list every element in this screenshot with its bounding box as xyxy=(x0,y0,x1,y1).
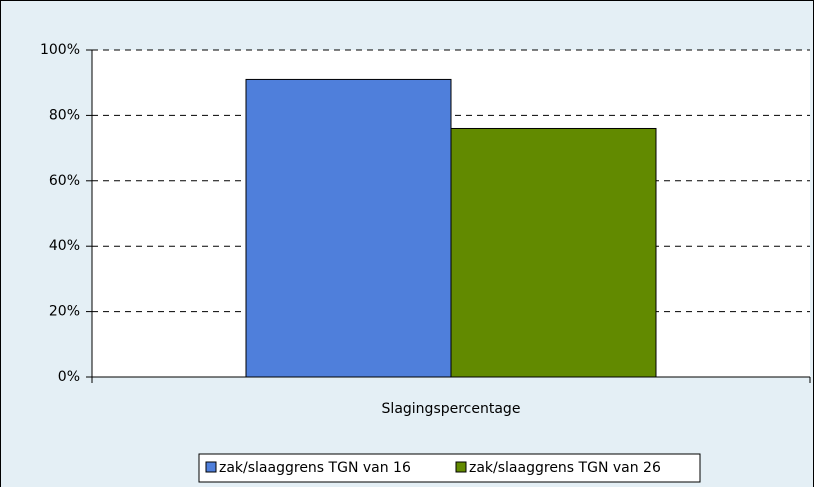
legend-label: zak/slaaggrens TGN van 26 xyxy=(469,460,661,476)
legend-label: zak/slaaggrens TGN van 16 xyxy=(219,460,411,476)
x-tick-label: Slagingspercentage xyxy=(382,401,521,417)
y-tick-label: 0% xyxy=(58,369,80,385)
legend-box xyxy=(198,453,701,483)
bar xyxy=(245,78,452,378)
y-tick-label: 20% xyxy=(49,304,80,320)
bar xyxy=(450,127,657,378)
legend-swatch xyxy=(455,461,467,473)
y-tick-label: 100% xyxy=(40,42,80,58)
legend-swatch xyxy=(205,461,217,473)
y-tick-label: 40% xyxy=(49,238,80,254)
y-tick-label: 60% xyxy=(49,173,80,189)
y-tick-label: 80% xyxy=(49,107,80,123)
